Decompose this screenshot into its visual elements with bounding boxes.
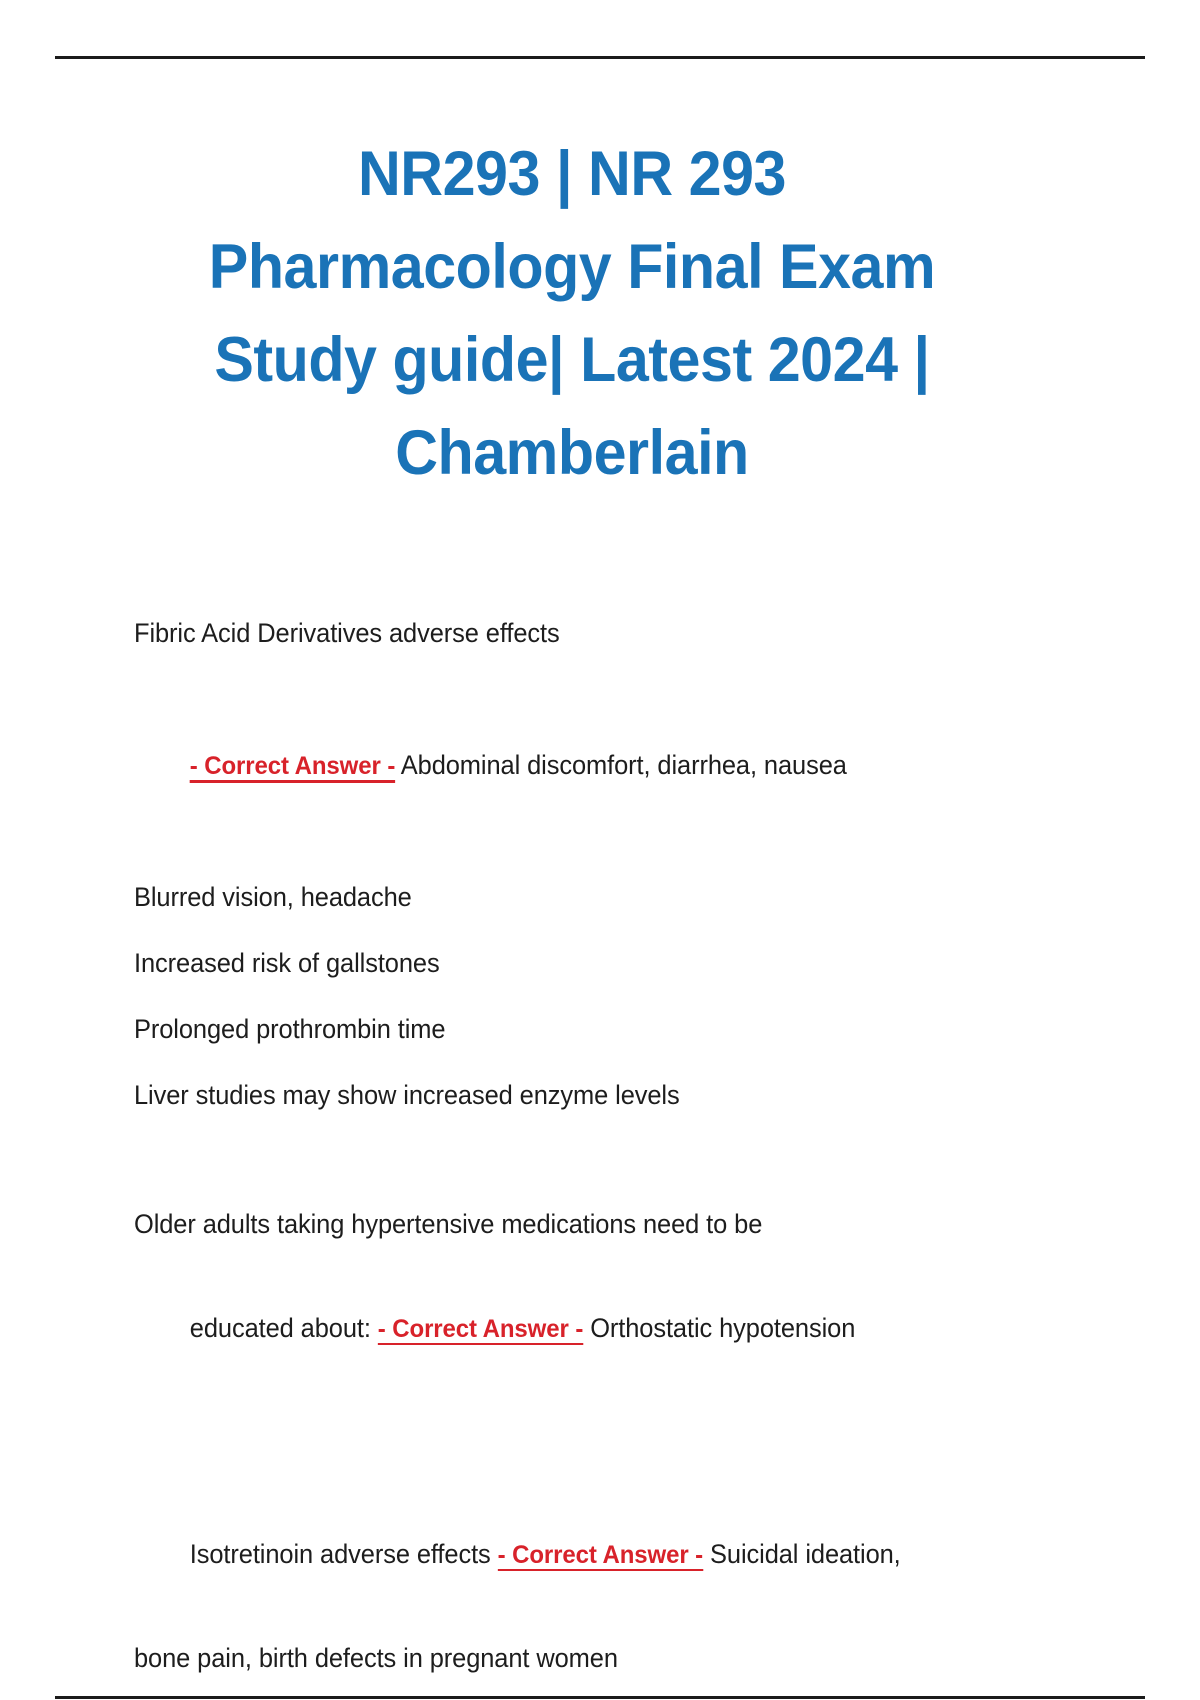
page-top-rule xyxy=(55,56,1145,59)
page-bottom-rule xyxy=(55,1696,1145,1699)
question-older-adults-line1: Older adults taking hypertensive medicat… xyxy=(134,1209,763,1239)
question-older-adults-lead: educated about: xyxy=(189,1313,378,1343)
question-fibric-acid-derivatives: Fibric Acid Derivatives adverse effects xyxy=(134,618,560,648)
answer-line-fibric-acid-lead: - Correct Answer - Abdominal discomfort,… xyxy=(134,666,975,864)
answer-text-isotretinoin-line1: Suicidal ideation, xyxy=(703,1539,901,1569)
answer-text-orthostatic-hypotension: Orthostatic hypotension xyxy=(583,1313,856,1343)
document-content: NR293 | NR 293 Pharmacology Final Exam S… xyxy=(134,128,1010,1684)
correct-answer-tag: - Correct Answer - xyxy=(189,753,395,784)
page-title: NR293 | NR 293 Pharmacology Final Exam S… xyxy=(208,139,936,488)
answer-text-fibric-acid-lead: Abdominal discomfort, diarrhea, nausea xyxy=(395,750,847,780)
correct-answer-tag: - Correct Answer - xyxy=(377,1316,583,1346)
document-body: Fibric Acid Derivatives adverse effects … xyxy=(134,600,1010,1684)
section-spacer-2 xyxy=(134,1406,1010,1476)
answer-line-prothrombin: Prolonged prothrombin time xyxy=(134,1014,446,1044)
question-isotretinoin-lead: Isotretinoin adverse effects xyxy=(189,1539,498,1569)
answer-text-isotretinoin-line2: bone pain, birth defects in pregnant wom… xyxy=(134,1643,618,1673)
correct-answer-tag: - Correct Answer - xyxy=(497,1542,703,1572)
answer-line-liver-enzymes: Liver studies may show increased enzyme … xyxy=(134,1080,680,1110)
answer-line-gallstones: Increased risk of gallstones xyxy=(134,948,440,978)
answer-line-blurred-vision: Blurred vision, headache xyxy=(134,882,412,912)
section-spacer-1 xyxy=(134,1128,1010,1198)
question-older-adults-line2: educated about: - Correct Answer - Ortho… xyxy=(134,1250,975,1406)
question-isotretinoin-line1: Isotretinoin adverse effects - Correct A… xyxy=(134,1476,975,1632)
